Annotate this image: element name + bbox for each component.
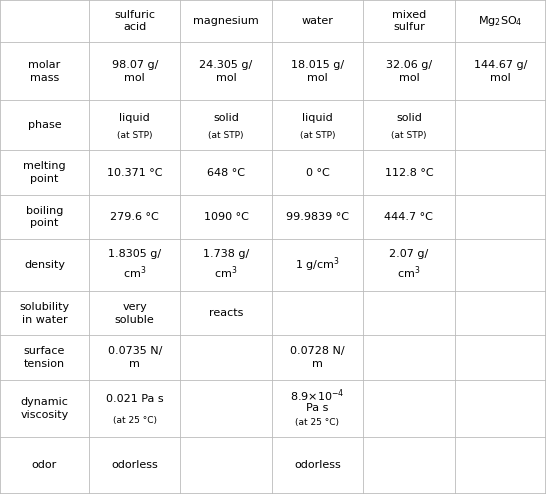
- Text: 1 g/cm$^3$: 1 g/cm$^3$: [295, 256, 340, 274]
- Text: 444.7 °C: 444.7 °C: [384, 212, 434, 222]
- Text: density: density: [24, 260, 65, 270]
- Text: very
soluble: very soluble: [115, 302, 155, 325]
- Text: liquid: liquid: [302, 114, 333, 124]
- Text: boiling
point: boiling point: [26, 206, 63, 228]
- Text: 1.8305 g/
cm$^3$: 1.8305 g/ cm$^3$: [108, 249, 161, 281]
- Text: 0.021 Pa s: 0.021 Pa s: [106, 394, 163, 404]
- Text: (at STP): (at STP): [391, 131, 426, 140]
- Text: Mg$_2$SO$_4$: Mg$_2$SO$_4$: [478, 14, 523, 28]
- Text: dynamic
viscosity: dynamic viscosity: [20, 397, 69, 420]
- Text: 32.06 g/
mol: 32.06 g/ mol: [386, 60, 432, 82]
- Text: odor: odor: [32, 460, 57, 470]
- Text: odorless: odorless: [111, 460, 158, 470]
- Text: phase: phase: [28, 121, 61, 130]
- Text: surface
tension: surface tension: [24, 346, 65, 369]
- Text: mixed
sulfur: mixed sulfur: [392, 9, 426, 32]
- Text: 144.67 g/
mol: 144.67 g/ mol: [473, 60, 527, 82]
- Text: 18.015 g/
mol: 18.015 g/ mol: [291, 60, 344, 82]
- Text: molar
mass: molar mass: [28, 60, 61, 82]
- Text: solubility
in water: solubility in water: [20, 302, 69, 325]
- Text: 0.0735 N/
m: 0.0735 N/ m: [108, 346, 162, 369]
- Text: 10.371 °C: 10.371 °C: [107, 167, 163, 177]
- Text: Pa s: Pa s: [306, 404, 329, 413]
- Text: 0 °C: 0 °C: [306, 167, 329, 177]
- Text: 0.0728 N/
m: 0.0728 N/ m: [290, 346, 345, 369]
- Text: 2.07 g/
cm$^3$: 2.07 g/ cm$^3$: [389, 249, 429, 281]
- Text: (at STP): (at STP): [209, 131, 244, 140]
- Text: 1090 °C: 1090 °C: [204, 212, 248, 222]
- Text: melting
point: melting point: [23, 161, 66, 184]
- Text: 24.305 g/
mol: 24.305 g/ mol: [199, 60, 253, 82]
- Text: water: water: [301, 16, 334, 26]
- Text: (at STP): (at STP): [300, 131, 335, 140]
- Text: solid: solid: [396, 114, 422, 124]
- Text: magnesium: magnesium: [193, 16, 259, 26]
- Text: reacts: reacts: [209, 308, 244, 318]
- Text: 648 °C: 648 °C: [207, 167, 245, 177]
- Text: liquid: liquid: [120, 114, 150, 124]
- Text: 98.07 g/
mol: 98.07 g/ mol: [111, 60, 158, 82]
- Text: 112.8 °C: 112.8 °C: [384, 167, 433, 177]
- Text: 99.9839 °C: 99.9839 °C: [286, 212, 349, 222]
- Text: 279.6 °C: 279.6 °C: [110, 212, 159, 222]
- Text: odorless: odorless: [294, 460, 341, 470]
- Text: 1.738 g/
cm$^3$: 1.738 g/ cm$^3$: [203, 249, 249, 281]
- Text: 8.9$\times$10$^{-4}$: 8.9$\times$10$^{-4}$: [290, 387, 345, 404]
- Text: (at 25 °C): (at 25 °C): [295, 418, 340, 427]
- Text: solid: solid: [213, 114, 239, 124]
- Text: (at STP): (at STP): [117, 131, 152, 140]
- Text: (at 25 °C): (at 25 °C): [112, 416, 157, 425]
- Text: sulfuric
acid: sulfuric acid: [114, 9, 155, 32]
